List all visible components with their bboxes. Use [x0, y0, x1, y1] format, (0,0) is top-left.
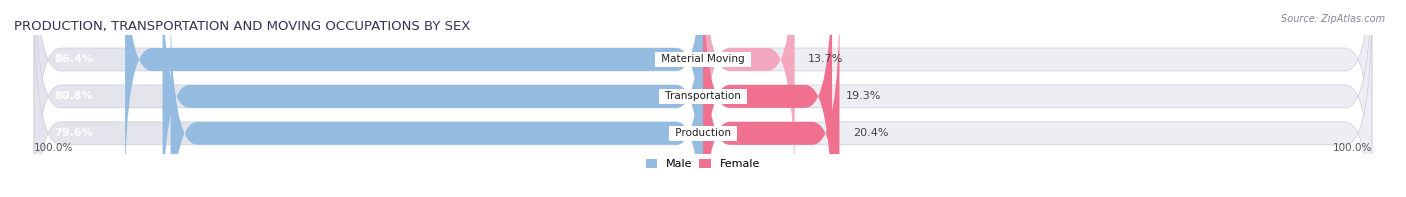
FancyBboxPatch shape: [34, 0, 703, 197]
FancyBboxPatch shape: [703, 0, 1372, 197]
Text: 20.4%: 20.4%: [853, 128, 889, 138]
Text: 80.8%: 80.8%: [55, 91, 93, 101]
Text: 19.3%: 19.3%: [845, 91, 880, 101]
FancyBboxPatch shape: [703, 0, 839, 197]
Text: 79.6%: 79.6%: [55, 128, 93, 138]
FancyBboxPatch shape: [34, 0, 703, 196]
FancyBboxPatch shape: [34, 0, 703, 197]
FancyBboxPatch shape: [163, 0, 703, 197]
Text: 100.0%: 100.0%: [34, 143, 73, 153]
FancyBboxPatch shape: [703, 0, 832, 197]
Text: Production: Production: [672, 128, 734, 138]
Text: Transportation: Transportation: [662, 91, 744, 101]
FancyBboxPatch shape: [703, 0, 1372, 197]
Text: Material Moving: Material Moving: [658, 54, 748, 64]
FancyBboxPatch shape: [703, 0, 1372, 196]
Legend: Male, Female: Male, Female: [647, 159, 759, 169]
Text: PRODUCTION, TRANSPORTATION AND MOVING OCCUPATIONS BY SEX: PRODUCTION, TRANSPORTATION AND MOVING OC…: [14, 20, 471, 33]
FancyBboxPatch shape: [125, 0, 703, 196]
Text: 100.0%: 100.0%: [1333, 143, 1372, 153]
FancyBboxPatch shape: [703, 0, 794, 196]
Text: Source: ZipAtlas.com: Source: ZipAtlas.com: [1281, 14, 1385, 24]
FancyBboxPatch shape: [170, 0, 703, 197]
Text: 86.4%: 86.4%: [55, 54, 93, 64]
Text: 13.7%: 13.7%: [808, 54, 844, 64]
